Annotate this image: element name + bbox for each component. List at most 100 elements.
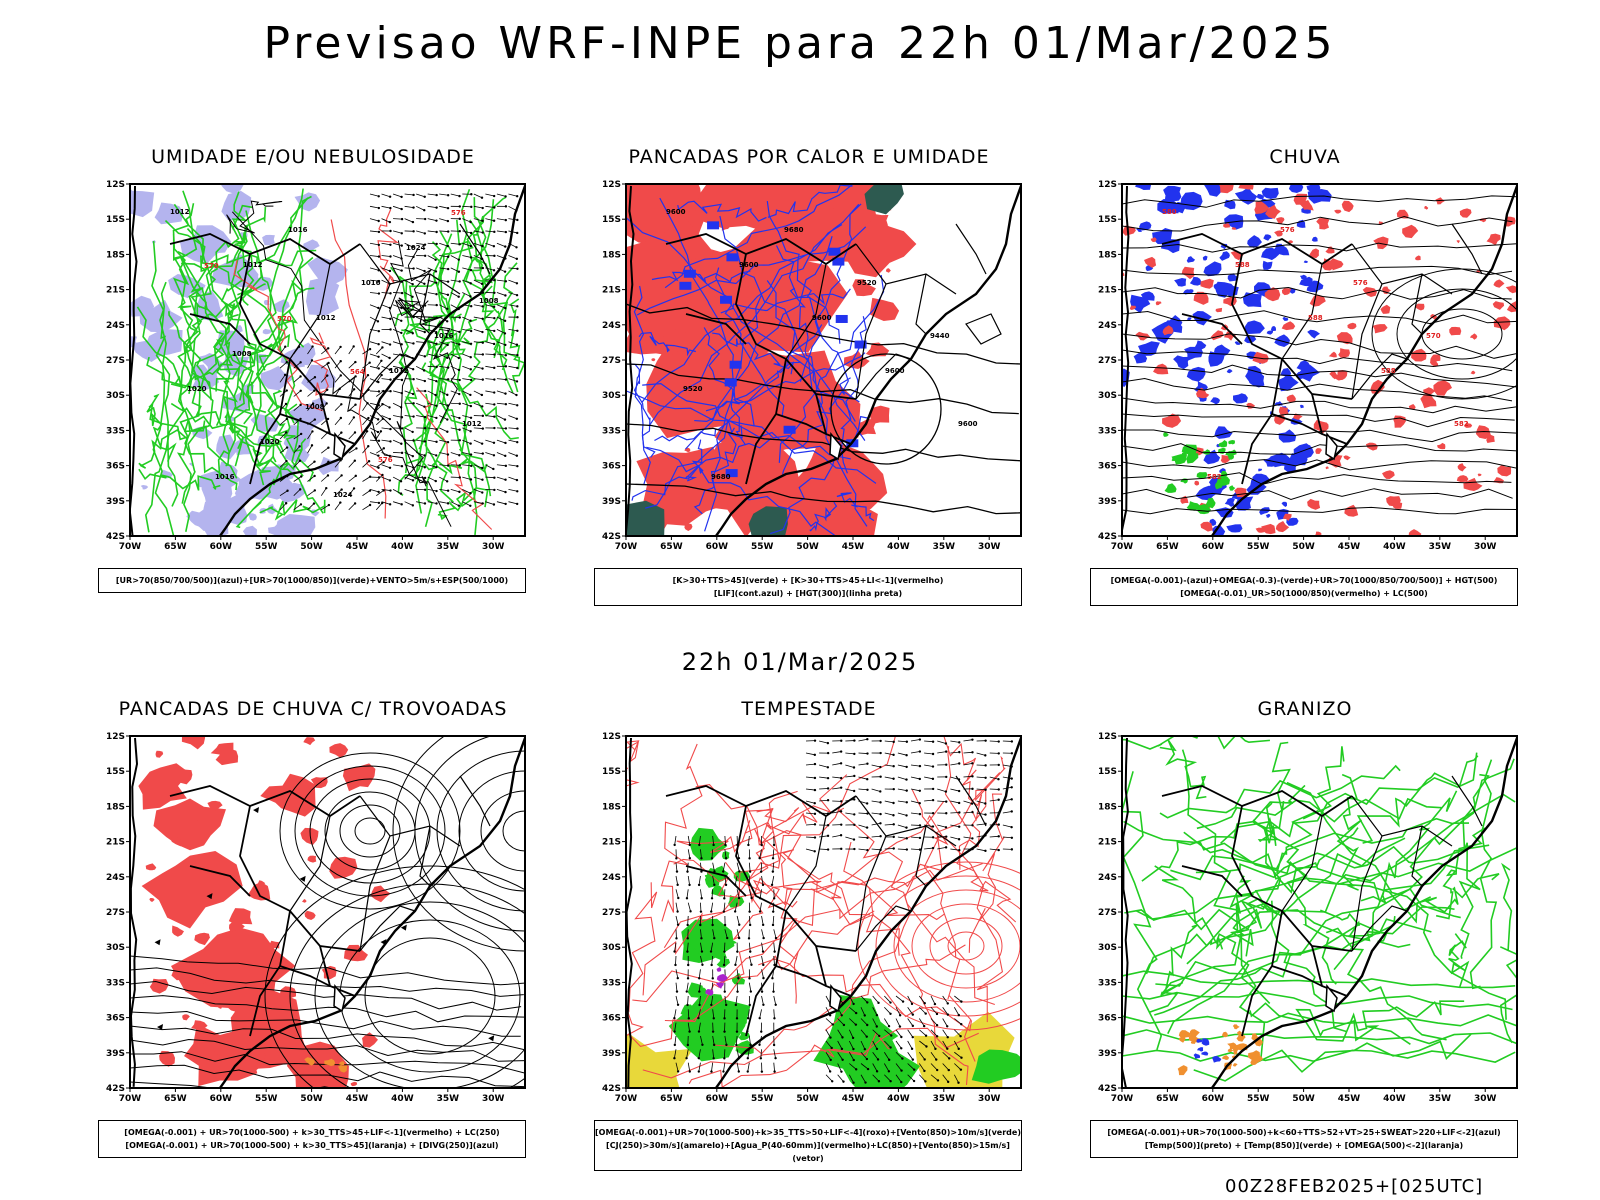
contour-label: 1012 [316, 314, 336, 322]
lon-tick-label: 65W [660, 542, 683, 552]
lon-tick-label: 55W [751, 1094, 774, 1104]
contour-label: 582 [1207, 473, 1222, 481]
contour-label: 9600 [812, 314, 832, 322]
map-svg: 9600 9600 9600 9600 9600 9680 9680 9520 9440 9520… [602, 180, 1022, 552]
lon-tick-label: 65W [1156, 1094, 1179, 1104]
lat-tick-label: 39S [1098, 497, 1117, 507]
contour-label: 588 [1381, 367, 1396, 375]
legend-line: [Temp(500)](preto) + [Temp(850)](verde) … [1144, 1141, 1464, 1150]
lon-tick-label: 70W [119, 1094, 142, 1104]
lat-tick-label: 27S [602, 908, 621, 918]
lon-tick-label: 45W [842, 542, 865, 552]
lat-tick-label: 39S [106, 497, 125, 507]
lat-tick-label: 15S [106, 215, 125, 225]
contour-label: 1008 [479, 297, 499, 305]
panel-title: GRANIZO [1257, 698, 1353, 720]
legend-line: [CJ(250)>30m/s](amarelo)+[Agua_P(40-60mm… [606, 1141, 1010, 1163]
panel-title: PANCADAS DE CHUVA C/ TROVOADAS [118, 698, 508, 720]
lon-tick-label: 45W [346, 1094, 369, 1104]
contour-label: 9680 [784, 226, 804, 234]
lat-tick-label: 18S [602, 802, 621, 812]
lat-tick-label: 21S [1098, 286, 1117, 296]
main-title: Previsao WRF-INPE para 22h 01/Mar/2025 [263, 18, 1337, 69]
legend-line: [OMEGA(-0.001) + UR>70(1000-500) + k>30_… [125, 1141, 499, 1150]
contour-label: 576 [378, 456, 393, 464]
lat-tick-label: 12S [602, 732, 621, 742]
lon-tick-label: 40W [1383, 542, 1406, 552]
lon-tick-label: 60W [1202, 1094, 1225, 1104]
legend-line: [LIF](cont.azul) + [HGT(300)](linha pret… [713, 589, 903, 598]
lon-tick-label: 35W [1429, 542, 1452, 552]
contour-label: 570 [277, 315, 292, 323]
lat-tick-label: 36S [106, 462, 125, 472]
panel-title: PANCADAS POR CALOR E UMIDADE [628, 146, 990, 168]
panel-legend: [UR>70(850/700/500)](azul)+[UR>70(1000/8… [98, 568, 526, 593]
lon-tick-label: 60W [1202, 542, 1225, 552]
lon-tick-label: 40W [391, 1094, 414, 1104]
lon-tick-label: 45W [1338, 1094, 1361, 1104]
contour-label: 576 [1280, 226, 1295, 234]
lon-tick-label: 65W [164, 542, 187, 552]
lon-tick-label: 55W [255, 542, 278, 552]
contour-label: 1024 [333, 491, 353, 499]
contour-label: 588 [1308, 314, 1323, 322]
lon-tick-label: 55W [1247, 542, 1270, 552]
lon-tick-label: 50W [1292, 1094, 1315, 1104]
lon-tick-label: 70W [1111, 542, 1134, 552]
legend-line: [OMEGA(-0.01)_UR>50(1000/850)(vermelho) … [1180, 589, 1428, 598]
lon-tick-label: 70W [615, 542, 638, 552]
lat-tick-label: 42S [106, 1084, 125, 1094]
lat-tick-label: 36S [1098, 462, 1117, 472]
lat-tick-label: 33S [1098, 426, 1117, 436]
panel-legend: [OMEGA(-0.001)+UR>70(1000-500)+k>35_TTS>… [594, 1120, 1022, 1171]
contour-label: 1012 [462, 420, 482, 428]
legend-line: [OMEGA(-0.001) + UR>70(1000-500) + k>30_… [124, 1128, 500, 1137]
contour-label: 9520 [683, 385, 703, 393]
contour-label: 1016 [361, 279, 381, 287]
lon-tick-label: 65W [660, 1094, 683, 1104]
lat-tick-label: 12S [1098, 180, 1117, 190]
map-granizo: 12S 15S 18S 21S 24S 27S 30S 33S 36S 39S 42S 70W 65W 6… [1090, 726, 1520, 1116]
lat-tick-label: 33S [602, 426, 621, 436]
lat-tick-label: 42S [1098, 1084, 1117, 1094]
legend-line: [OMEGA(-0.001)+UR>70(1000-500)+k>35_TTS>… [595, 1128, 1021, 1137]
lon-tick-label: 35W [933, 1094, 956, 1104]
lat-tick-label: 27S [1098, 356, 1117, 366]
lon-tick-label: 50W [1292, 542, 1315, 552]
panel-legend: [OMEGA(-0.001) + UR>70(1000-500) + k>30_… [98, 1120, 526, 1158]
lon-tick-label: 30W [978, 542, 1001, 552]
lon-tick-label: 40W [391, 542, 414, 552]
contour-label: 570 [204, 262, 219, 270]
lon-tick-label: 35W [437, 542, 460, 552]
mid-title: 22h 01/Mar/2025 [681, 648, 919, 676]
panel-title: UMIDADE E/OU NEBULOSIDADE [151, 146, 475, 168]
contour-label: 1020 [260, 438, 280, 446]
lon-tick-label: 30W [482, 1094, 505, 1104]
contour-label: 1012 [243, 261, 263, 269]
lat-tick-label: 24S [602, 321, 621, 331]
lat-tick-label: 30S [602, 943, 621, 953]
legend-line: [OMEGA(-0.001)+UR>70(1000-500)+k<60+TTS>… [1107, 1128, 1501, 1137]
contour-label: 9520 [857, 279, 877, 287]
lat-tick-label: 12S [106, 180, 125, 190]
contour-label: 1008 [305, 403, 325, 411]
lon-tick-label: 50W [300, 1094, 323, 1104]
lat-tick-label: 21S [106, 286, 125, 296]
lon-tick-label: 45W [1338, 542, 1361, 552]
lat-tick-label: 39S [602, 497, 621, 507]
lat-tick-label: 12S [1098, 732, 1117, 742]
lon-tick-label: 50W [300, 542, 323, 552]
lat-tick-label: 21S [106, 838, 125, 848]
lat-tick-label: 21S [602, 838, 621, 848]
lat-tick-label: 15S [1098, 767, 1117, 777]
lat-tick-label: 24S [106, 321, 125, 331]
lat-tick-label: 42S [106, 532, 125, 542]
panel-legend: [OMEGA(-0.001)-(azul)+OMEGA(-0.3)-(verde… [1090, 568, 1518, 606]
legend-line: [OMEGA(-0.001)-(azul)+OMEGA(-0.3)-(verde… [1110, 576, 1498, 585]
map-pancadas-calor: 9600 9600 9600 9600 9600 9680 9680 9520 9440 9520… [594, 174, 1024, 564]
lat-tick-label: 27S [106, 356, 125, 366]
lat-tick-label: 30S [106, 391, 125, 401]
lat-tick-label: 39S [106, 1049, 125, 1059]
